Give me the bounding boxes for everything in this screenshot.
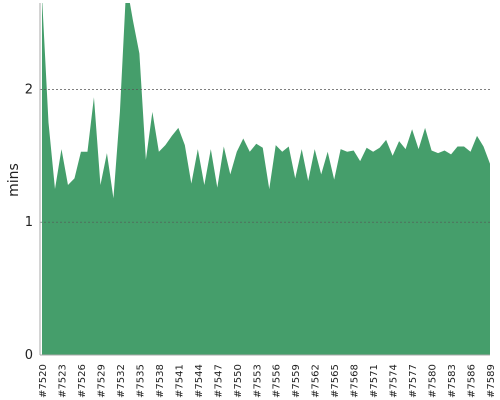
x-tick-label: #7577 [408,364,419,398]
x-tick-label: #7541 [174,364,185,398]
y-tick-label: 1 [25,215,33,230]
x-tick-label: #7586 [467,364,478,398]
x-tick-label: #7535 [135,364,146,398]
x-tick-label: #7529 [96,364,107,398]
x-tick-label: #7574 [389,364,400,398]
x-tick-label: #7547 [213,364,224,398]
x-tick-label: #7544 [194,364,205,398]
y-axis-label: mins [6,163,22,197]
x-tick-label: #7553 [252,364,263,398]
x-tick-label: #7589 [486,364,497,398]
x-tick-label: #7565 [330,364,341,398]
x-tick-label: #7532 [116,364,127,398]
x-tick-label: #7556 [272,364,283,398]
x-tick-label: #7526 [77,364,88,398]
x-tick-label: #7562 [311,364,322,398]
y-tick-label: 2 [25,82,33,97]
x-tick-label: #7538 [155,364,166,398]
x-tick-label: #7583 [447,364,458,398]
y-tick-label: 0 [25,348,33,363]
x-tick-label: #7559 [291,364,302,398]
x-tick-label: #7550 [233,364,244,398]
x-tick-label: #7523 [57,364,68,398]
x-tick-label: #7568 [350,364,361,398]
area [42,3,490,355]
x-tick-label: #7580 [428,364,439,398]
x-tick-label: #7520 [38,364,49,398]
x-tick-label: #7571 [369,364,380,398]
